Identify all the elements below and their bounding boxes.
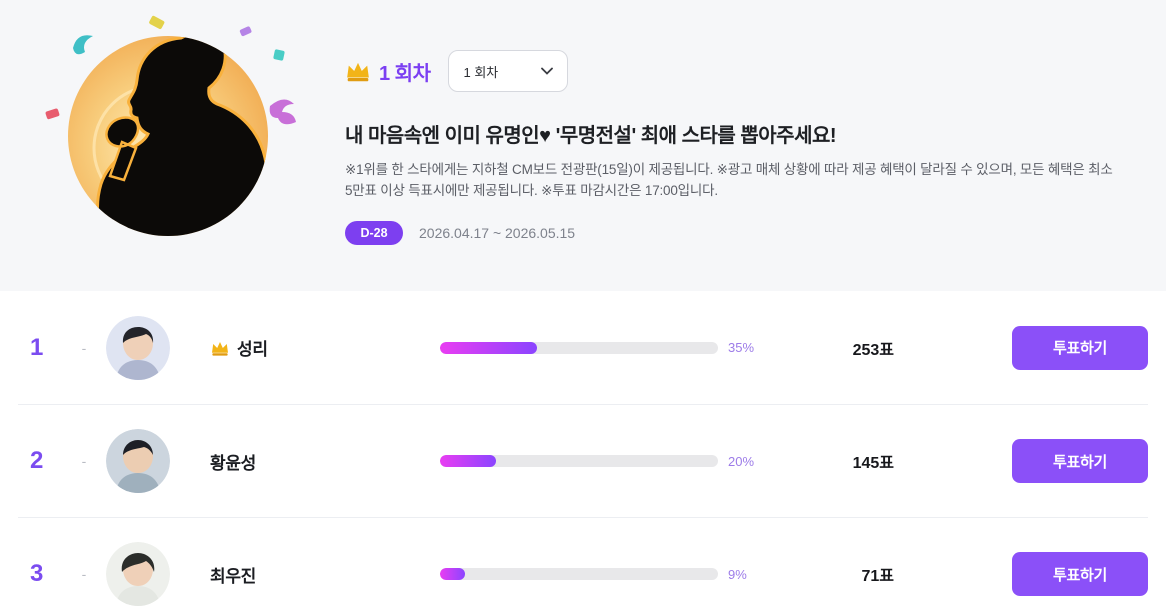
progress-percent: 9% <box>728 566 747 582</box>
star-name-box: 최우진 <box>210 562 440 587</box>
crown-icon <box>347 62 369 82</box>
star-avatar <box>106 542 170 606</box>
progress-track <box>440 341 718 354</box>
confetti-pink-ribbon <box>269 99 296 125</box>
vote-progress: 9% <box>440 567 774 582</box>
star-name: 황윤성 <box>210 453 257 473</box>
confetti-red <box>45 108 60 120</box>
avatar-photo <box>106 315 170 380</box>
star-avatar <box>106 429 170 493</box>
poll-illustration <box>0 0 345 291</box>
vote-progress: 20% <box>440 454 774 469</box>
vote-button[interactable]: 투표하기 <box>1012 552 1148 596</box>
ranking-row-1: 1 - 성리 35% 253표 투표하기 <box>18 291 1148 404</box>
vote-count: 253표 <box>852 341 894 359</box>
dday-badge: D-28 <box>345 220 403 245</box>
rank-number: 3 <box>30 560 44 587</box>
vote-button[interactable]: 투표하기 <box>1012 439 1148 483</box>
confetti-purple <box>239 26 252 37</box>
poll-meta-row: D-28 2026.04.17 ~ 2026.05.15 <box>345 220 1135 245</box>
singer-silhouette-illustration <box>45 15 296 236</box>
ranking-list: 1 - 성리 35% 253표 투표하기 2 <box>0 291 1166 611</box>
vote-progress: 35% <box>440 340 774 355</box>
confetti-yellow <box>149 15 165 29</box>
star-name-box: 황윤성 <box>210 449 440 474</box>
poll-header: 1 회차 1 회차 내 마음속엔 이미 유명인♥ '무명전설' 최애 스타를 뽑… <box>0 0 1166 291</box>
rank-change-indicator: - <box>81 339 87 356</box>
avatar-photo <box>106 542 170 606</box>
progress-track <box>440 455 718 467</box>
rank-number: 1 <box>30 333 44 361</box>
poll-title: 내 마음속엔 이미 유명인♥ '무명전설' 최애 스타를 뽑아주세요! <box>345 125 837 147</box>
round-label: 1 회차 <box>379 62 431 85</box>
vote-button[interactable]: 투표하기 <box>1012 325 1148 370</box>
crown-icon <box>212 341 228 356</box>
vote-count: 71표 <box>861 568 894 585</box>
round-dropdown-value: 1 회차 <box>463 64 499 80</box>
vote-count: 145표 <box>852 455 894 472</box>
confetti-teal-square <box>273 49 285 61</box>
poll-date-range: 2026.04.17 ~ 2026.05.15 <box>419 224 576 241</box>
chevron-down-icon <box>541 67 554 75</box>
rank-change-indicator: - <box>81 453 87 469</box>
progress-track <box>440 568 718 580</box>
progress-fill <box>440 568 466 580</box>
star-name: 성리 <box>237 340 268 359</box>
round-dropdown[interactable]: 1 회차 <box>448 50 569 92</box>
progress-fill <box>440 455 496 467</box>
confetti-teal-ribbon <box>73 35 93 55</box>
microphone <box>105 116 140 182</box>
ranking-row-2: 2 - 황윤성 20% 145표 투표하기 <box>18 404 1148 517</box>
round-selector-row: 1 회차 1 회차 <box>345 50 1135 92</box>
poll-description: ※1위를 한 스타에게는 지하철 CM보드 전광판(15일)이 제공됩니다. ※… <box>345 162 1113 198</box>
progress-fill <box>440 341 538 354</box>
singer-silhouette <box>96 36 268 236</box>
star-name-box: 성리 <box>210 335 440 360</box>
avatar-photo <box>106 429 170 493</box>
rank-change-indicator: - <box>81 566 87 582</box>
progress-percent: 35% <box>728 340 755 355</box>
star-name: 최우진 <box>210 566 257 586</box>
progress-percent: 20% <box>728 453 755 469</box>
star-avatar <box>106 315 170 380</box>
ranking-row-3: 3 - 최우진 9% 71표 투표하기 <box>18 517 1148 611</box>
rank-number: 2 <box>30 447 44 474</box>
